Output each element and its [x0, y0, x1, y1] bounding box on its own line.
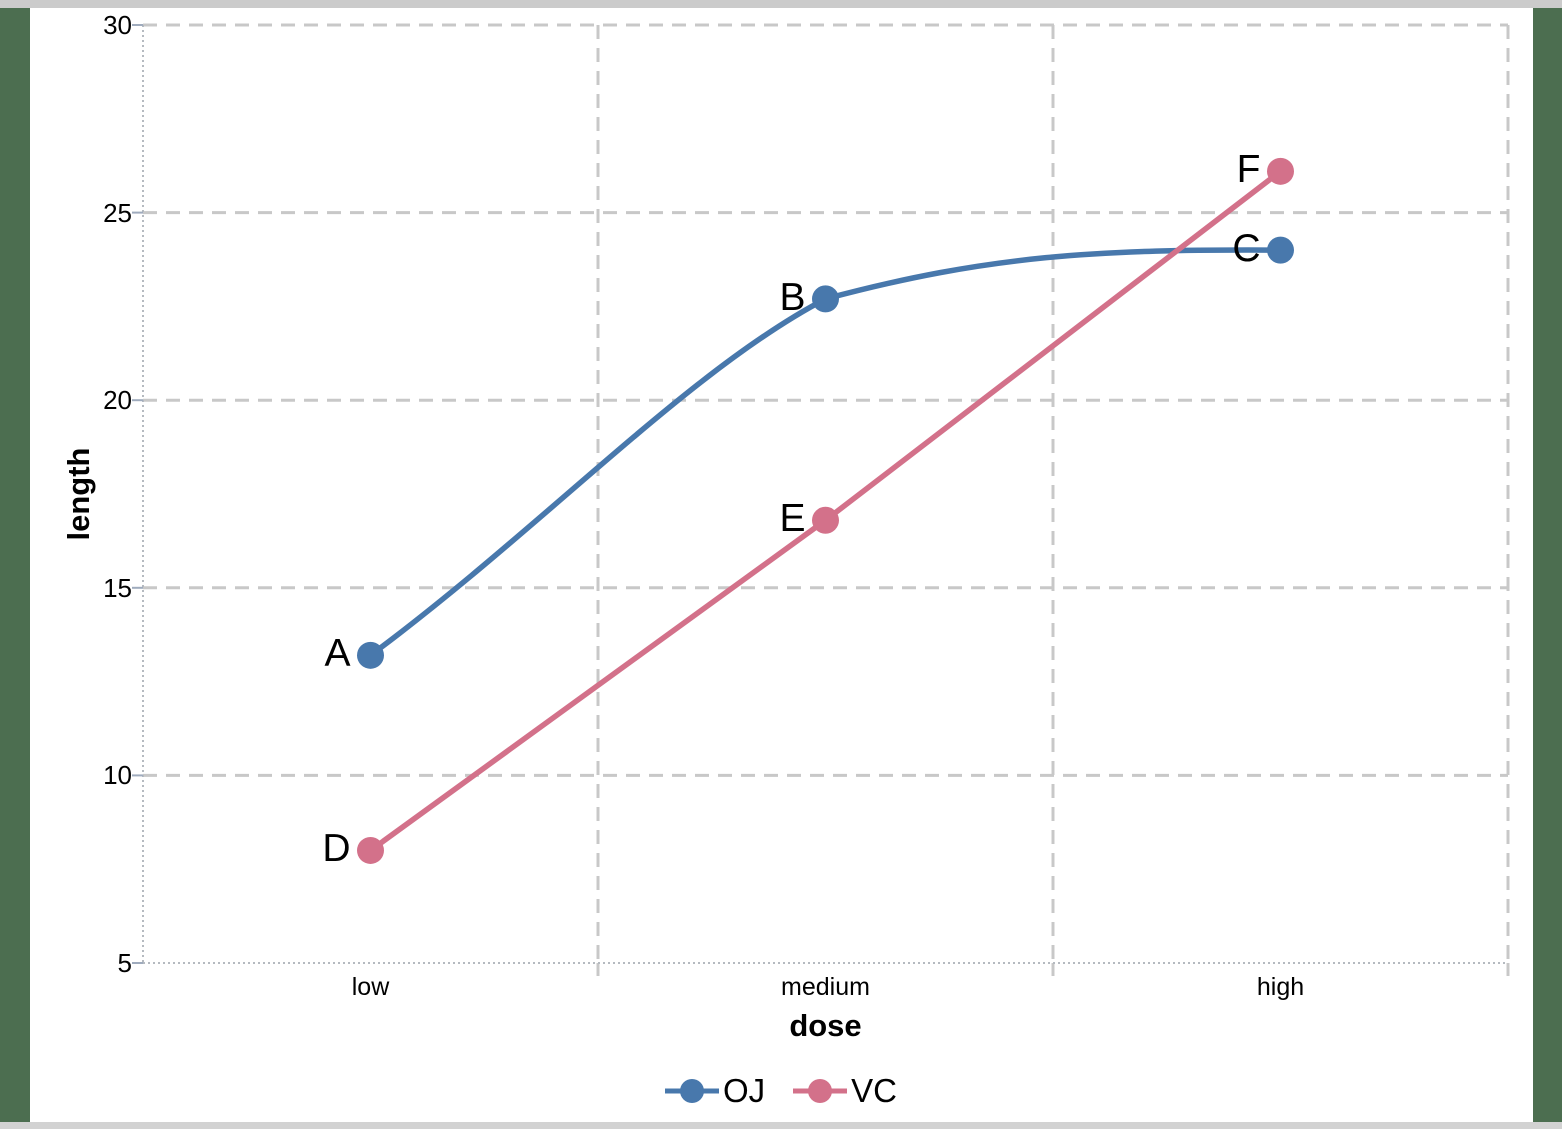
- legend-label: OJ: [722, 1072, 766, 1109]
- y-tick-label: 30: [103, 10, 132, 40]
- x-category-label: low: [351, 973, 390, 1001]
- legend-item-OJ: OJ: [664, 1072, 766, 1110]
- y-axis-title: length: [61, 447, 96, 541]
- point-label-F: F: [1236, 148, 1261, 192]
- point-label-A: A: [324, 632, 351, 676]
- y-tick-label: 5: [117, 948, 132, 978]
- marker-A: [357, 641, 384, 669]
- marker-F: [1267, 157, 1294, 185]
- legend-marker-icon: [664, 1079, 719, 1103]
- y-tick-label: 25: [103, 197, 132, 228]
- point-label-E: E: [779, 497, 806, 541]
- page-border-left: [0, 8, 30, 1122]
- x-category-label: high: [1256, 973, 1305, 1001]
- legend: OJ VC: [0, 1066, 1562, 1116]
- legend-marker-icon: [793, 1079, 848, 1103]
- y-tick-label: 15: [103, 572, 132, 603]
- page-border-top: [0, 0, 1562, 8]
- y-tick-label: 10: [103, 760, 132, 791]
- page-border-bottom: [0, 1122, 1562, 1129]
- legend-item-VC: VC: [793, 1072, 897, 1110]
- x-category-label: medium: [781, 973, 870, 1001]
- marker-D: [357, 836, 384, 864]
- point-label-B: B: [779, 275, 806, 319]
- point-label-C: C: [1232, 227, 1261, 271]
- marker-E: [812, 506, 839, 534]
- marker-B: [812, 285, 839, 313]
- y-tick-label: 20: [103, 385, 132, 416]
- marker-C: [1267, 236, 1294, 264]
- x-axis-title: dose: [789, 1008, 862, 1043]
- point-label-D: D: [322, 827, 351, 871]
- page-border-right: [1533, 8, 1562, 1122]
- legend-label: VC: [851, 1072, 897, 1109]
